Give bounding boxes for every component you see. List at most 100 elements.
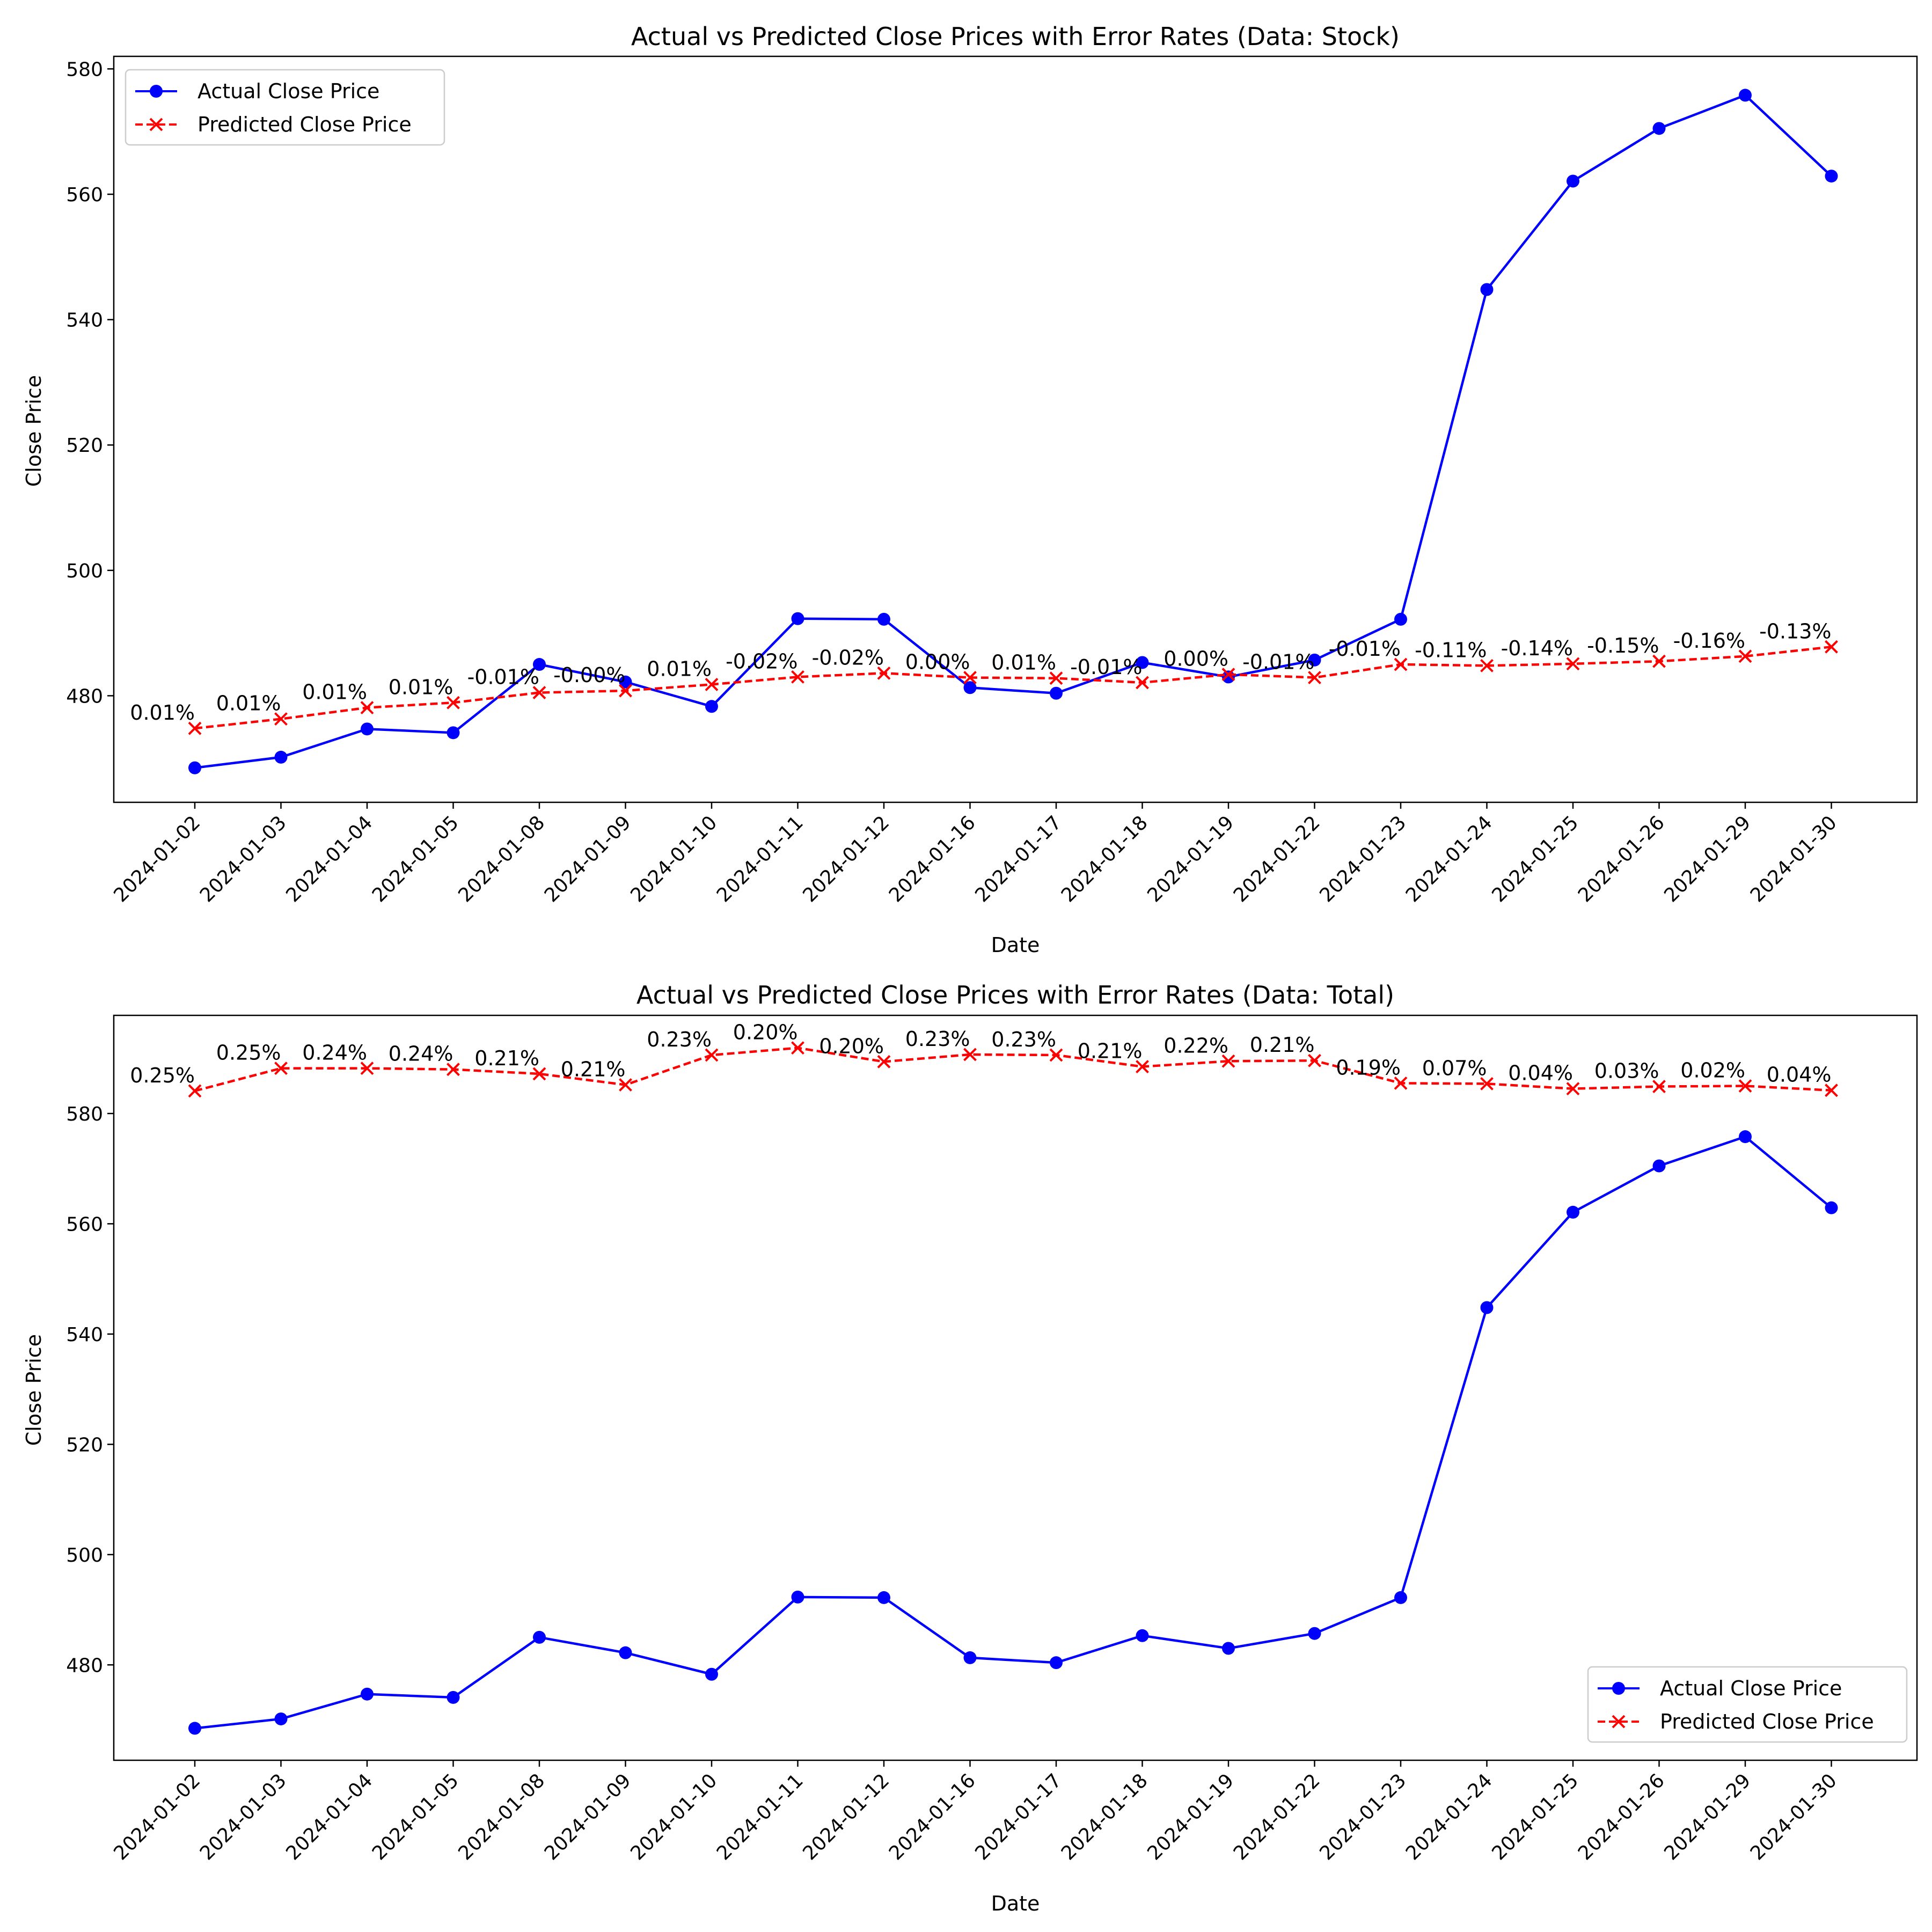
predicted-close-point	[1652, 654, 1666, 668]
error-rate-label: 0.01%	[991, 651, 1056, 675]
error-rate-label: 0.20%	[819, 1034, 884, 1058]
actual-close-point	[533, 1630, 546, 1644]
legend-frame	[1587, 1666, 1908, 1743]
predicted-close-point	[188, 721, 202, 735]
legend-predicted-label: Predicted Close Price	[1660, 1710, 1874, 1733]
error-rate-label: 0.01%	[130, 701, 195, 724]
actual-close-point	[1136, 1629, 1149, 1642]
actual-close-point	[1825, 170, 1838, 183]
actual-close-point	[533, 658, 546, 671]
predicted-close-point	[274, 712, 288, 726]
predicted-close-point	[791, 1041, 804, 1055]
actual-close-point	[791, 612, 804, 625]
actual-close-point	[361, 722, 374, 736]
actual-close-point	[1652, 122, 1666, 135]
legend-entry-predicted: Predicted Close Price	[135, 113, 412, 136]
error-rate-label: -0.02%	[726, 649, 797, 673]
legend-actual-marker	[1612, 1682, 1625, 1695]
predicted-close-point	[705, 1048, 719, 1062]
error-rate-label: -0.01%	[1242, 650, 1314, 674]
predicted-close-point	[1049, 671, 1063, 685]
error-rate-label: 0.19%	[1336, 1056, 1401, 1079]
error-rate-label: -0.15%	[1587, 634, 1659, 657]
error-rate-label: 0.02%	[1680, 1059, 1745, 1082]
predicted-close-point	[1136, 1060, 1149, 1073]
y-tick-label: 540	[66, 1324, 103, 1346]
error-rate-label: 0.23%	[647, 1028, 712, 1051]
predicted-close-point	[1221, 668, 1235, 682]
legend-predicted-marker	[1612, 1715, 1626, 1729]
predicted-close-point	[963, 671, 977, 684]
chart-title: Actual vs Predicted Close Prices with Er…	[636, 980, 1394, 1009]
error-rate-label: -0.01%	[1070, 655, 1142, 679]
actual-close-point	[619, 675, 632, 689]
error-rate-label: 0.00%	[1163, 647, 1228, 671]
actual-close-point	[1308, 653, 1321, 667]
error-rate-label: 0.20%	[733, 1021, 798, 1044]
y-tick-label: 520	[66, 435, 103, 457]
error-rate-label: 0.04%	[1508, 1062, 1573, 1085]
y-tick-label: 580	[66, 1103, 103, 1125]
predicted-close-point	[447, 696, 460, 709]
error-rate-label: 0.00%	[905, 650, 970, 674]
predicted-close-line	[194, 646, 1832, 730]
legend-actual-label: Actual Close Price	[1660, 1677, 1842, 1700]
y-tick-label: 580	[66, 58, 103, 80]
predicted-close-point	[1394, 657, 1408, 671]
predicted-close-point	[619, 1078, 632, 1092]
actual-close-point	[274, 750, 288, 764]
y-axis-label: Close Price	[22, 375, 46, 487]
actual-close-point	[1394, 612, 1407, 626]
predicted-close-point	[1825, 1084, 1838, 1097]
actual-close-point	[877, 612, 890, 626]
error-rate-label: -0.02%	[812, 646, 884, 669]
legend: Actual Close Price Predicted Close Price	[125, 69, 445, 146]
y-tick-label: 520	[66, 1434, 103, 1456]
predicted-close-point	[1738, 649, 1752, 663]
actual-close-point	[1308, 1627, 1321, 1640]
legend-predicted-label: Predicted Close Price	[197, 113, 412, 136]
error-rate-label: 0.25%	[216, 1041, 281, 1065]
predicted-close-point	[360, 1062, 374, 1075]
y-tick-label: 540	[66, 310, 103, 332]
x-axis-label: Date	[991, 1892, 1040, 1915]
predicted-close-point	[1049, 1048, 1063, 1062]
error-rate-label: -0.01%	[1329, 637, 1401, 661]
legend-entry-actual: Actual Close Price	[1598, 1677, 1842, 1700]
predicted-close-point	[1738, 1079, 1752, 1093]
error-rate-label: -0.01%	[467, 665, 539, 689]
actual-close-point	[1567, 1205, 1579, 1219]
error-rate-label: -0.14%	[1501, 636, 1573, 660]
actual-close-point	[1136, 656, 1149, 669]
error-rate-label: 0.22%	[1163, 1034, 1228, 1057]
legend-actual-marker	[150, 85, 163, 98]
error-rate-label: 0.21%	[1250, 1033, 1315, 1057]
actual-close-point	[619, 1646, 632, 1659]
predicted-close-point	[1480, 658, 1494, 672]
actual-close-point	[1222, 1642, 1235, 1655]
predicted-close-point	[1308, 671, 1321, 684]
actual-close-point	[1394, 1591, 1407, 1604]
actual-close-point	[1825, 1201, 1838, 1214]
x-axis-label: Date	[991, 933, 1040, 957]
predicted-close-point	[447, 1063, 460, 1077]
predicted-close-point	[1480, 1077, 1494, 1091]
error-rate-label: -0.16%	[1673, 629, 1745, 653]
y-tick-label: 560	[66, 184, 103, 206]
predicted-close-point	[791, 670, 804, 684]
predicted-close-point	[360, 701, 374, 715]
error-rate-label: 0.21%	[474, 1046, 539, 1070]
predicted-close-point	[532, 686, 546, 700]
actual-close-point	[705, 700, 718, 713]
actual-close-point	[1739, 1130, 1752, 1144]
actual-close-point	[188, 761, 201, 774]
error-rate-label: 0.01%	[302, 680, 367, 704]
actual-close-line	[194, 1135, 1832, 1730]
predicted-close-point	[705, 677, 719, 691]
predicted-close-line	[194, 1046, 1832, 1092]
predicted-close-point	[1394, 1076, 1408, 1090]
actual-close-point	[447, 1690, 460, 1704]
predicted-close-point	[1566, 1082, 1580, 1096]
actual-close-point	[963, 681, 977, 694]
